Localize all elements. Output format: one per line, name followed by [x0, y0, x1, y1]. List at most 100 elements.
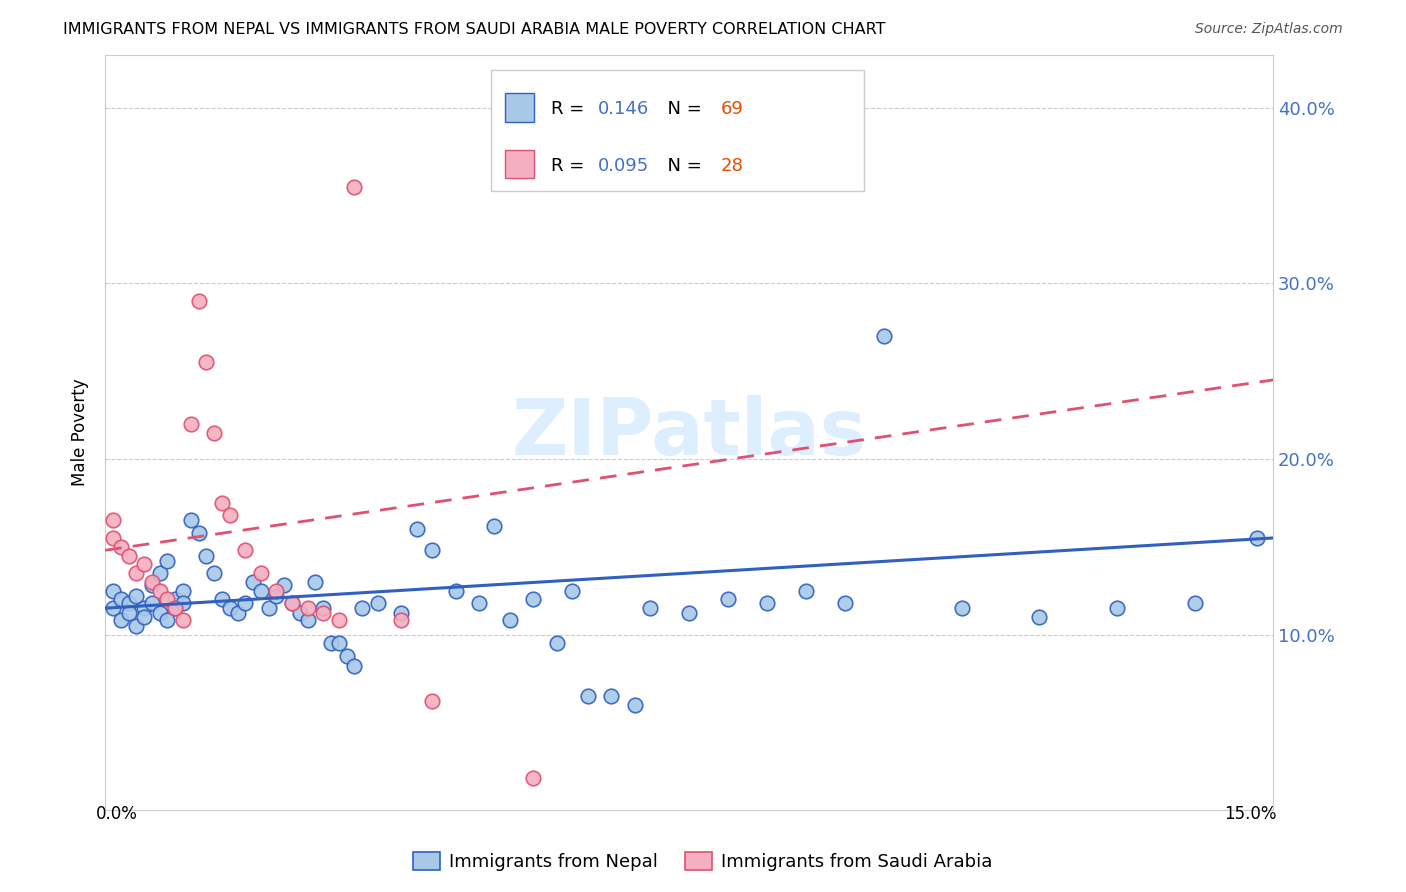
Point	[343, 659, 366, 673]
Point	[522, 772, 544, 786]
Point	[134, 601, 156, 615]
Point	[367, 596, 389, 610]
Point	[134, 610, 156, 624]
Point	[101, 583, 124, 598]
Point	[172, 614, 194, 628]
Point	[1184, 596, 1206, 610]
Point	[312, 601, 335, 615]
Point	[195, 355, 218, 369]
Point	[257, 601, 280, 615]
Legend: Immigrants from Nepal, Immigrants from Saudi Arabia: Immigrants from Nepal, Immigrants from S…	[406, 845, 1000, 879]
Point	[156, 592, 179, 607]
Point	[576, 689, 599, 703]
Point	[211, 496, 233, 510]
Point	[101, 531, 124, 545]
FancyBboxPatch shape	[505, 94, 534, 121]
Point	[101, 513, 124, 527]
Point	[623, 698, 645, 712]
Text: ZIPatlas: ZIPatlas	[512, 394, 866, 471]
Point	[297, 601, 319, 615]
Point	[110, 614, 132, 628]
Point	[328, 614, 350, 628]
Point	[202, 425, 225, 440]
Point	[468, 596, 491, 610]
Point	[195, 549, 218, 563]
Point	[165, 601, 187, 615]
Point	[304, 574, 326, 589]
Point	[638, 601, 661, 615]
Point	[202, 566, 225, 580]
Point	[250, 583, 273, 598]
Point	[218, 601, 240, 615]
FancyBboxPatch shape	[491, 70, 865, 191]
Point	[873, 329, 896, 343]
Point	[156, 554, 179, 568]
Point	[165, 601, 187, 615]
Point	[156, 614, 179, 628]
Point	[235, 543, 257, 558]
Point	[335, 648, 357, 663]
Point	[389, 614, 412, 628]
Point	[405, 522, 427, 536]
Point	[149, 607, 172, 621]
Point	[134, 558, 156, 572]
Point	[444, 583, 467, 598]
Point	[242, 574, 264, 589]
Point	[250, 566, 273, 580]
Text: 28: 28	[721, 156, 744, 175]
Point	[420, 543, 443, 558]
Point	[117, 607, 139, 621]
Text: 15.0%: 15.0%	[1225, 805, 1277, 822]
Point	[834, 596, 856, 610]
Point	[235, 596, 257, 610]
Point	[226, 607, 249, 621]
Point	[319, 636, 342, 650]
Point	[950, 601, 973, 615]
Point	[312, 607, 335, 621]
Text: 69: 69	[721, 100, 744, 118]
Text: R =: R =	[551, 156, 591, 175]
Point	[420, 694, 443, 708]
Point	[546, 636, 568, 650]
Point	[678, 607, 700, 621]
Point	[101, 601, 124, 615]
Point	[149, 566, 172, 580]
Point	[125, 619, 148, 633]
Point	[141, 596, 163, 610]
Point	[266, 589, 288, 603]
Point	[288, 607, 311, 621]
Text: IMMIGRANTS FROM NEPAL VS IMMIGRANTS FROM SAUDI ARABIA MALE POVERTY CORRELATION C: IMMIGRANTS FROM NEPAL VS IMMIGRANTS FROM…	[63, 22, 886, 37]
Point	[755, 596, 778, 610]
Point	[1107, 601, 1129, 615]
Point	[343, 179, 366, 194]
Point	[273, 578, 295, 592]
Point	[266, 583, 288, 598]
Text: R =: R =	[551, 100, 591, 118]
Point	[141, 574, 163, 589]
Point	[180, 513, 202, 527]
Text: Source: ZipAtlas.com: Source: ZipAtlas.com	[1195, 22, 1343, 37]
Point	[499, 614, 522, 628]
Point	[281, 596, 304, 610]
Point	[117, 596, 139, 610]
Point	[211, 592, 233, 607]
Point	[297, 614, 319, 628]
Point	[281, 596, 304, 610]
Point	[117, 549, 139, 563]
Point	[180, 417, 202, 431]
Point	[187, 293, 209, 308]
Point	[172, 596, 194, 610]
Point	[218, 508, 240, 523]
Point	[110, 540, 132, 554]
Y-axis label: Male Poverty: Male Poverty	[72, 379, 89, 486]
Point	[125, 566, 148, 580]
Point	[484, 518, 506, 533]
Point	[1028, 610, 1050, 624]
Text: 0.0%: 0.0%	[96, 805, 138, 822]
Point	[389, 607, 412, 621]
Point	[149, 583, 172, 598]
Point	[187, 525, 209, 540]
Point	[352, 601, 374, 615]
Point	[125, 589, 148, 603]
Text: 0.095: 0.095	[598, 156, 650, 175]
